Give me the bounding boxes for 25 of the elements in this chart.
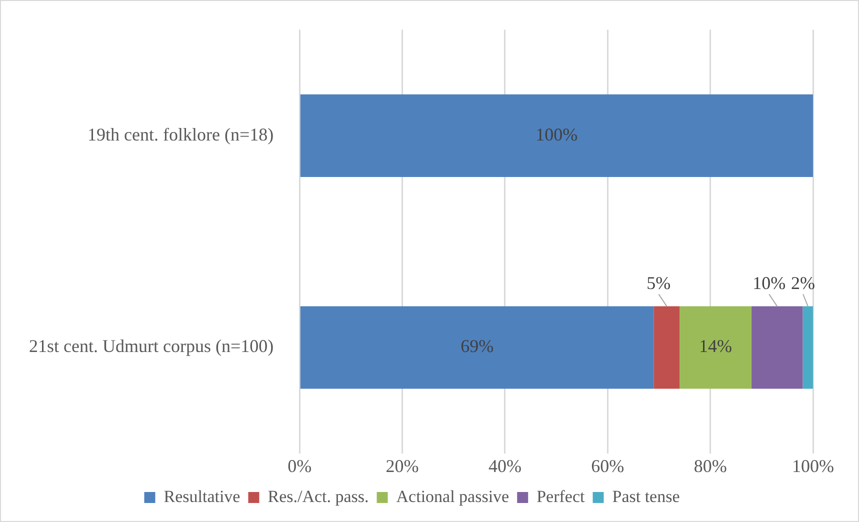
legend-label: Actional passive — [396, 486, 510, 506]
data-label: 2% — [791, 272, 816, 293]
x-tick-label: 0% — [288, 456, 312, 476]
bar — [802, 306, 813, 389]
legend-label: Res./Act. pass. — [268, 486, 369, 506]
data-label: 14% — [698, 336, 732, 356]
y-tick-label: 21st cent. Udmurt corpus (n=100) — [29, 336, 274, 356]
data-label: 5% — [646, 272, 671, 293]
bar — [751, 306, 803, 389]
x-tick-label: 60% — [591, 456, 624, 476]
legend-label: Past tense — [612, 486, 680, 506]
x-tick-label: 20% — [386, 456, 419, 476]
x-tick-label: 80% — [694, 456, 727, 476]
data-label: 10% — [752, 272, 786, 293]
legend-label: Perfect — [536, 486, 586, 506]
x-tick-label: 100% — [792, 456, 834, 476]
x-tick-label: 40% — [488, 456, 522, 476]
legend-label: Resultative — [164, 486, 240, 506]
y-tick-label: 19th cent. folklore (n=18) — [88, 124, 274, 144]
bar — [654, 306, 680, 389]
bar — [680, 306, 752, 389]
data-label: 100% — [536, 124, 578, 144]
data-label: 69% — [460, 336, 494, 356]
bar — [300, 306, 654, 389]
bar — [300, 94, 813, 177]
